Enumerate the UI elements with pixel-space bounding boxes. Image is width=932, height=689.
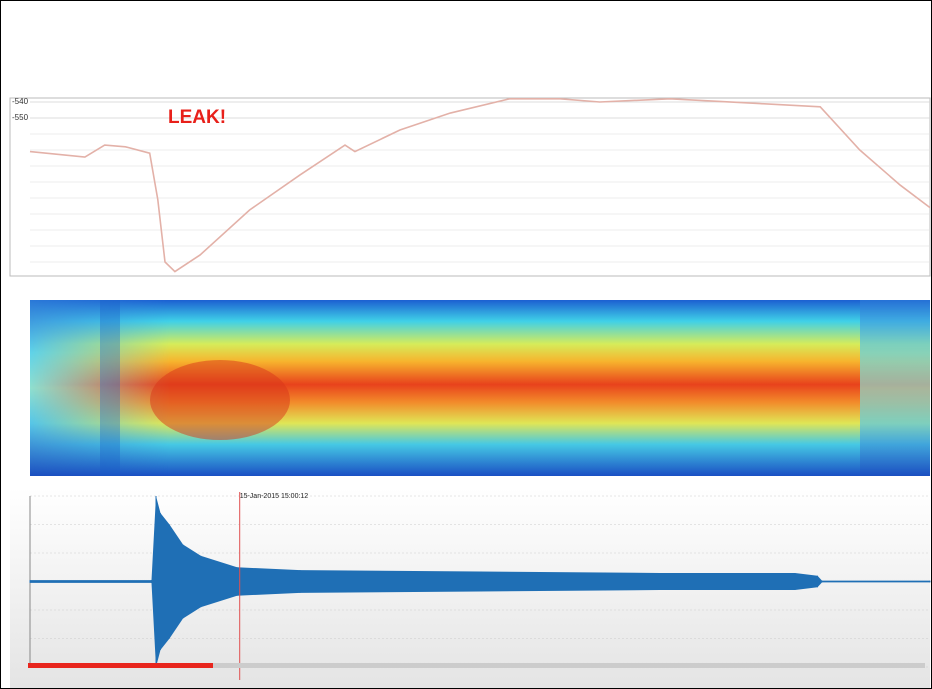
- page: {"chart_data": [ {"type": "line", "annot…: [0, 0, 932, 689]
- progress-fill[interactable]: [28, 663, 213, 668]
- pressure-panel: [10, 98, 930, 276]
- spectrogram-band: [100, 300, 120, 476]
- screen: -540 -550 LEAK! 15-Jan-2015 15:00:12: [0, 0, 932, 689]
- y-tick-label: -540: [12, 97, 29, 106]
- cursor-label: 15-Jan-2015 15:00:12: [240, 493, 309, 500]
- y-tick-label: -550: [12, 113, 29, 122]
- spectrogram-hotspot: [150, 360, 290, 440]
- leak-annotation: LEAK!: [168, 107, 226, 128]
